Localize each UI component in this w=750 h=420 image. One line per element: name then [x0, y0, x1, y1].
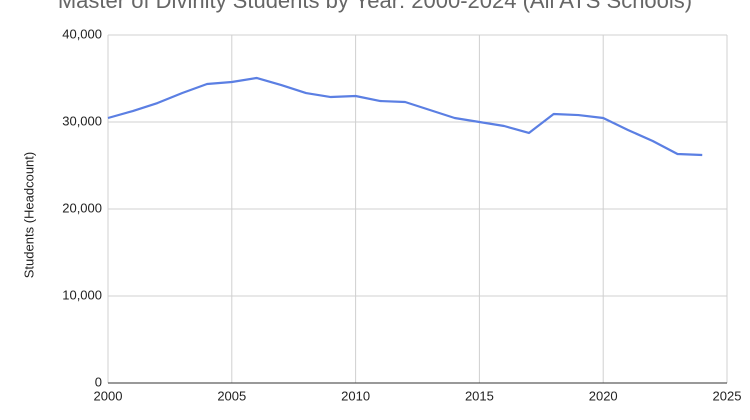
x-tick-label: 2020	[589, 388, 618, 403]
x-tick-label: 2025	[713, 388, 742, 403]
y-tick-label: 20,000	[62, 200, 102, 215]
x-tick-label: 2015	[465, 388, 494, 403]
y-tick-label: 0	[95, 374, 102, 389]
x-tick-label: 2010	[341, 388, 370, 403]
y-tick-label: 30,000	[62, 113, 102, 128]
y-tick-label: 10,000	[62, 287, 102, 302]
x-tick-label: 2005	[217, 388, 246, 403]
y-axis-title: Students (Headcount)	[21, 152, 36, 278]
chart-title: Master of Divinity Students by Year: 200…	[58, 0, 692, 13]
data-line	[107, 76, 703, 157]
y-tick-label: 40,000	[62, 26, 102, 41]
x-tick-label: 2000	[94, 388, 123, 403]
